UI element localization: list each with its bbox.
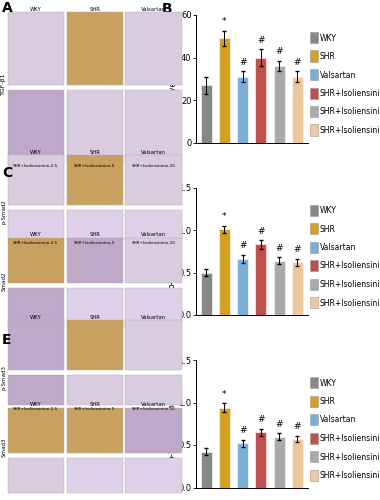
Text: D: D — [162, 175, 174, 188]
Text: SHR+Isoliensinine-5: SHR+Isoliensinine-5 — [320, 452, 380, 462]
Bar — [201, 85, 212, 142]
Bar — [255, 58, 266, 142]
Text: E: E — [2, 334, 11, 347]
Bar — [237, 444, 248, 488]
Bar — [292, 439, 303, 488]
Text: #: # — [275, 47, 283, 56]
Text: Smad2: Smad2 — [1, 272, 6, 291]
Text: SHR+Isoliensinine-5: SHR+Isoliensinine-5 — [74, 242, 115, 246]
Text: #: # — [239, 241, 246, 250]
Text: SHR+Isoliensinine-10: SHR+Isoliensinine-10 — [320, 126, 380, 135]
Bar — [219, 38, 230, 142]
Text: Valsartan: Valsartan — [141, 232, 166, 237]
Text: C: C — [2, 166, 12, 180]
Text: SHR+Isoliensinine-2.5: SHR+Isoliensinine-2.5 — [13, 242, 59, 246]
Bar — [237, 259, 248, 315]
Text: SHR: SHR — [320, 397, 336, 406]
Y-axis label: Positive area(%): Positive area(%) — [169, 42, 178, 116]
Text: WKY: WKY — [30, 8, 41, 12]
Text: *: * — [222, 390, 227, 399]
Text: #: # — [275, 244, 283, 252]
Bar — [292, 76, 303, 142]
Text: SHR+Isoliensinine-2.5: SHR+Isoliensinine-2.5 — [320, 89, 380, 98]
Text: #: # — [257, 226, 264, 235]
Text: SHR+Isoliensinine-10: SHR+Isoliensinine-10 — [320, 471, 380, 480]
Bar — [274, 260, 285, 315]
Text: #: # — [239, 58, 246, 67]
Text: SHR+Isoliensinine-5: SHR+Isoliensinine-5 — [74, 406, 115, 410]
Bar — [201, 272, 212, 315]
Text: WKY: WKY — [30, 315, 41, 320]
Text: SHR: SHR — [89, 315, 100, 320]
Text: p-Smad2: p-Smad2 — [1, 198, 6, 224]
Text: WKY: WKY — [30, 232, 41, 237]
Bar — [255, 432, 266, 488]
Text: WKY: WKY — [320, 206, 336, 215]
Text: #: # — [293, 58, 301, 67]
Text: SHR+Isoliensinine-5: SHR+Isoliensinine-5 — [320, 108, 380, 116]
Text: Valsartan: Valsartan — [320, 416, 356, 424]
Bar — [255, 244, 266, 315]
Text: B: B — [162, 2, 173, 16]
Text: SHR+Isoliensinine-2.5: SHR+Isoliensinine-2.5 — [13, 164, 59, 168]
Text: SHR+Isoliensinine-10: SHR+Isoliensinine-10 — [131, 242, 176, 246]
Text: SHR+Isoliensinine-5: SHR+Isoliensinine-5 — [74, 164, 115, 168]
Text: WKY: WKY — [320, 34, 336, 42]
Text: F: F — [162, 347, 172, 361]
Text: #: # — [293, 422, 301, 431]
Text: SHR+Isoliensinine-10: SHR+Isoliensinine-10 — [131, 406, 176, 410]
Y-axis label: p-Smad3/Smad3: p-Smad3/Smad3 — [167, 386, 176, 461]
Text: Valsartan: Valsartan — [141, 150, 166, 155]
Text: #: # — [257, 416, 264, 424]
Text: SHR: SHR — [320, 52, 336, 61]
Y-axis label: p-Smad2/Smad2: p-Smad2/Smad2 — [167, 214, 176, 288]
Text: SHR: SHR — [89, 150, 100, 155]
Text: *: * — [222, 18, 227, 26]
Bar — [219, 229, 230, 315]
Text: WKY: WKY — [30, 150, 41, 155]
Text: #: # — [239, 426, 246, 436]
Text: Valsartan: Valsartan — [320, 243, 356, 252]
Text: SHR+Isoliensinine-2.5: SHR+Isoliensinine-2.5 — [13, 406, 59, 410]
Bar — [292, 262, 303, 315]
Bar — [237, 76, 248, 142]
Text: *: * — [222, 212, 227, 222]
Text: SHR: SHR — [89, 402, 100, 407]
Text: SHR: SHR — [320, 224, 336, 234]
Text: SHR+Isoliensinine-10: SHR+Isoliensinine-10 — [320, 298, 380, 308]
Text: WKY: WKY — [320, 378, 336, 388]
Text: A: A — [2, 1, 13, 15]
Text: SHR: SHR — [89, 8, 100, 12]
Text: Valsartan: Valsartan — [141, 315, 166, 320]
Text: #: # — [275, 420, 283, 428]
Text: SHR+Isoliensinine-5: SHR+Isoliensinine-5 — [320, 280, 380, 289]
Text: Valsartan: Valsartan — [141, 8, 166, 12]
Text: WKY: WKY — [30, 402, 41, 407]
Text: TGF-β1: TGF-β1 — [1, 72, 6, 95]
Text: SHR+Isoliensinine-2.5: SHR+Isoliensinine-2.5 — [320, 434, 380, 443]
Text: p-Smad3: p-Smad3 — [1, 365, 6, 390]
Text: SHR: SHR — [89, 232, 100, 237]
Text: SHR+Isoliensinine-2.5: SHR+Isoliensinine-2.5 — [320, 262, 380, 270]
Bar — [201, 452, 212, 488]
Text: Smad3: Smad3 — [1, 438, 6, 457]
Bar — [274, 66, 285, 142]
Text: SHR+Isoliensinine-10: SHR+Isoliensinine-10 — [131, 164, 176, 168]
Text: #: # — [293, 246, 301, 254]
Text: #: # — [257, 36, 264, 44]
Bar — [274, 436, 285, 488]
Text: Valsartan: Valsartan — [141, 402, 166, 407]
Bar — [219, 408, 230, 488]
Text: Valsartan: Valsartan — [320, 70, 356, 80]
